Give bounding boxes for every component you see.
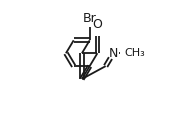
Text: O: O (92, 18, 102, 31)
Text: N: N (109, 47, 118, 60)
Text: CH₃: CH₃ (124, 48, 145, 58)
Text: Br: Br (83, 12, 96, 25)
